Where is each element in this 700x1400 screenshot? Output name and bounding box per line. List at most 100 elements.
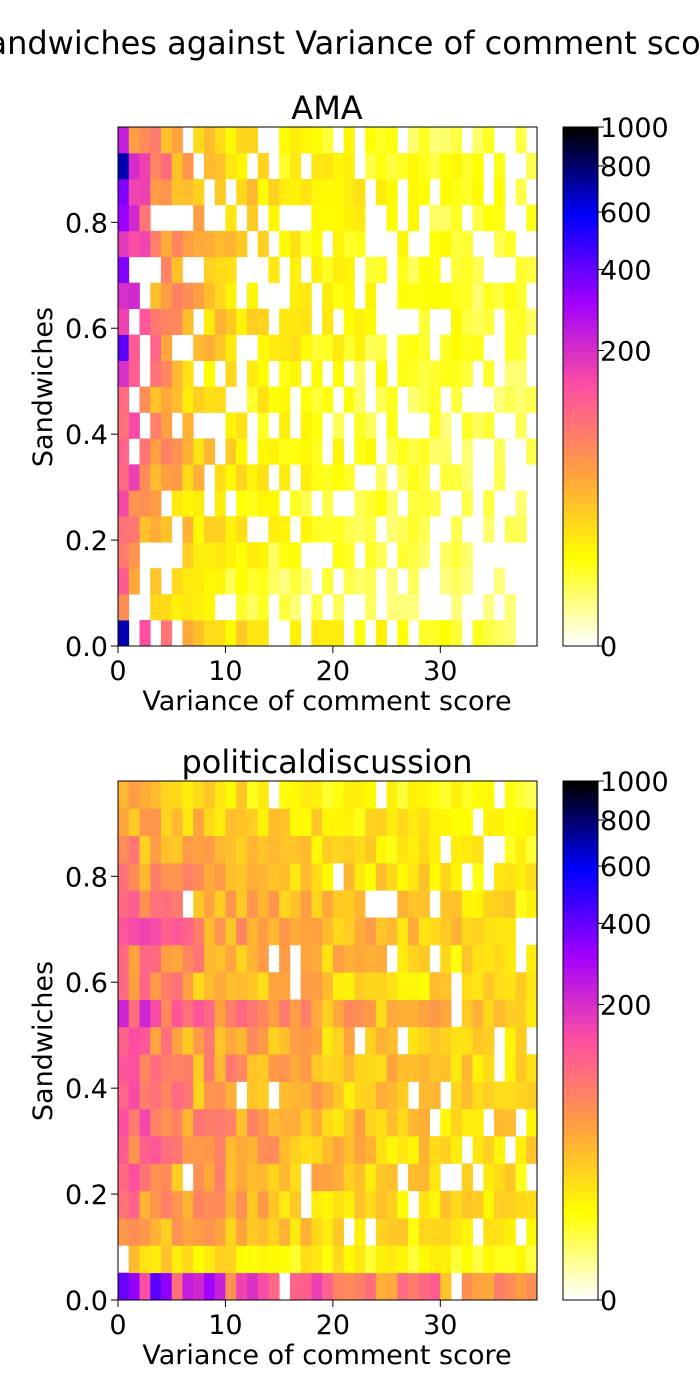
politicaldiscussion-heatmap-cell xyxy=(365,1163,377,1192)
politicaldiscussion-heatmap-cell xyxy=(354,1163,366,1192)
politicaldiscussion-colorbar-segment xyxy=(563,1083,598,1089)
politicaldiscussion-heatmap-cell xyxy=(150,1136,162,1164)
politicaldiscussion-colorbar-segment xyxy=(563,932,598,938)
ama-heatmap-cell xyxy=(504,308,516,335)
ama-heatmap-cell xyxy=(526,204,538,232)
politicaldiscussion-colorbar-segment xyxy=(563,1282,598,1288)
politicaldiscussion-heatmap-cell xyxy=(332,972,345,1000)
politicaldiscussion-heatmap-cell xyxy=(375,1136,387,1164)
ama-heatmap-cell xyxy=(257,438,269,465)
politicaldiscussion-heatmap-cell xyxy=(472,1054,484,1082)
ama-colorbar-segment xyxy=(563,230,598,236)
politicaldiscussion-heatmap-cell xyxy=(257,1163,269,1192)
politicaldiscussion-colorbar-segment xyxy=(563,1053,598,1059)
politicaldiscussion-heatmap-cell xyxy=(418,862,430,891)
politicaldiscussion-heatmap-cell xyxy=(225,781,237,809)
politicaldiscussion-colorbar-segment xyxy=(563,815,598,821)
politicaldiscussion-colorbar-segment xyxy=(563,845,598,851)
politicaldiscussion-colorbar-segment xyxy=(563,962,598,968)
politicaldiscussion-heatmap-cell xyxy=(289,1108,302,1137)
politicaldiscussion-colorbar-segment xyxy=(563,928,598,933)
politicaldiscussion-heatmap-cell xyxy=(504,835,516,864)
ama-heatmap-cell xyxy=(494,438,506,465)
politicaldiscussion-colorbar-tick-label: 800 xyxy=(600,806,652,837)
ama-heatmap-cell xyxy=(257,308,269,335)
politicaldiscussion-heatmap-cell xyxy=(365,835,377,864)
politicaldiscussion-heatmap-cell xyxy=(418,1218,430,1246)
ama-heatmap-cell xyxy=(214,230,226,258)
politicaldiscussion-heatmap-cell xyxy=(214,862,226,891)
ama-heatmap-cell xyxy=(418,256,430,284)
politicaldiscussion-colorbar-segment xyxy=(563,871,598,877)
politicaldiscussion-heatmap-cell xyxy=(279,1026,291,1055)
politicaldiscussion-heatmap-cell xyxy=(139,808,151,837)
ama-colorbar-segment xyxy=(563,555,598,560)
ama-colorbar-segment xyxy=(563,170,598,176)
ama-colorbar-segment xyxy=(563,127,598,132)
politicaldiscussion-colorbar-segment xyxy=(563,841,598,847)
politicaldiscussion-heatmap-cell xyxy=(182,1136,194,1164)
ama-heatmap-cell xyxy=(279,542,291,569)
ama-heatmap-cell xyxy=(483,127,495,154)
politicaldiscussion-colorbar-segment xyxy=(563,1213,598,1219)
ama-heatmap-cell xyxy=(279,127,291,154)
ama-heatmap-cell xyxy=(257,568,269,595)
politicaldiscussion-heatmap-cell xyxy=(182,1108,194,1137)
politicaldiscussion-heatmap-cell xyxy=(418,1190,430,1219)
ama-heatmap-cell xyxy=(429,204,441,232)
ama-heatmap-cell xyxy=(225,230,237,258)
politicaldiscussion-heatmap-cell xyxy=(526,1136,538,1164)
ama-colorbar-segment xyxy=(563,390,598,396)
politicaldiscussion-colorbar-segment xyxy=(563,1036,598,1041)
ama-colorbar-segment xyxy=(563,594,598,599)
politicaldiscussion-colorbar-segment xyxy=(563,1148,598,1154)
ama-heatmap-cell xyxy=(193,204,205,232)
politicaldiscussion-heatmap-cell xyxy=(300,1081,312,1110)
politicaldiscussion-heatmap-cell xyxy=(160,1108,173,1137)
politicaldiscussion-heatmap-cell xyxy=(203,862,216,891)
politicaldiscussion-heatmap-cell xyxy=(311,1026,323,1055)
ama-heatmap-cell xyxy=(408,256,420,284)
ama-heatmap-cell xyxy=(279,178,291,206)
politicaldiscussion-heatmap-cell xyxy=(418,1081,430,1110)
ama-colorbar-segment xyxy=(563,300,598,305)
ama-colorbar-segment xyxy=(563,412,598,418)
politicaldiscussion-heatmap-cell xyxy=(311,1054,323,1082)
ama-heatmap-cell xyxy=(257,230,269,258)
ama-heatmap-cell xyxy=(203,516,216,543)
ama-heatmap-cell xyxy=(118,542,130,569)
ama-heatmap-cell xyxy=(246,178,259,206)
politicaldiscussion-heatmap-cell xyxy=(214,1054,226,1082)
politicaldiscussion-heatmap-cell xyxy=(365,862,377,891)
ama-heatmap-cell xyxy=(386,204,398,232)
politicaldiscussion-heatmap-cell xyxy=(397,972,409,1000)
politicaldiscussion-heatmap-cell xyxy=(461,972,473,1000)
ama-heatmap-cell xyxy=(128,204,140,232)
ama-heatmap-cell xyxy=(236,594,248,621)
politicaldiscussion-heatmap-cell xyxy=(311,1136,323,1164)
ama-heatmap-cell xyxy=(408,127,420,154)
ama-heatmap-cell xyxy=(418,178,430,206)
ama-colorbar-segment xyxy=(563,304,598,310)
politicaldiscussion-heatmap-cell xyxy=(365,972,377,1000)
politicaldiscussion-heatmap-cell xyxy=(279,972,291,1000)
ama-heatmap-cell xyxy=(386,178,398,206)
politicaldiscussion-heatmap-cell xyxy=(526,890,538,918)
politicaldiscussion-heatmap-cell xyxy=(139,1190,151,1219)
politicaldiscussion-heatmap-cell xyxy=(386,781,398,809)
ama-heatmap-panel: AMA 0 10 20 30 0.00.20.40.60.8 Variance of … xyxy=(28,89,669,717)
politicaldiscussion-heatmap-cell xyxy=(160,890,173,918)
politicaldiscussion-heatmap-cell xyxy=(494,1136,506,1164)
politicaldiscussion-heatmap-cell xyxy=(171,1245,183,1274)
politicaldiscussion-heatmap-cell xyxy=(289,999,302,1028)
ama-heatmap-cell xyxy=(311,256,323,284)
politicaldiscussion-heatmap-cell xyxy=(461,1081,473,1110)
politicaldiscussion-heatmap-cell xyxy=(397,808,409,837)
politicaldiscussion-heatmap-cell xyxy=(214,781,226,809)
ama-heatmap-cell xyxy=(343,256,355,284)
politicaldiscussion-colorbar-segment xyxy=(563,1144,598,1150)
politicaldiscussion-heatmap-cell xyxy=(386,808,398,837)
politicaldiscussion-heatmap-cell xyxy=(526,1190,538,1219)
politicaldiscussion-colorbar-segment xyxy=(563,884,598,890)
